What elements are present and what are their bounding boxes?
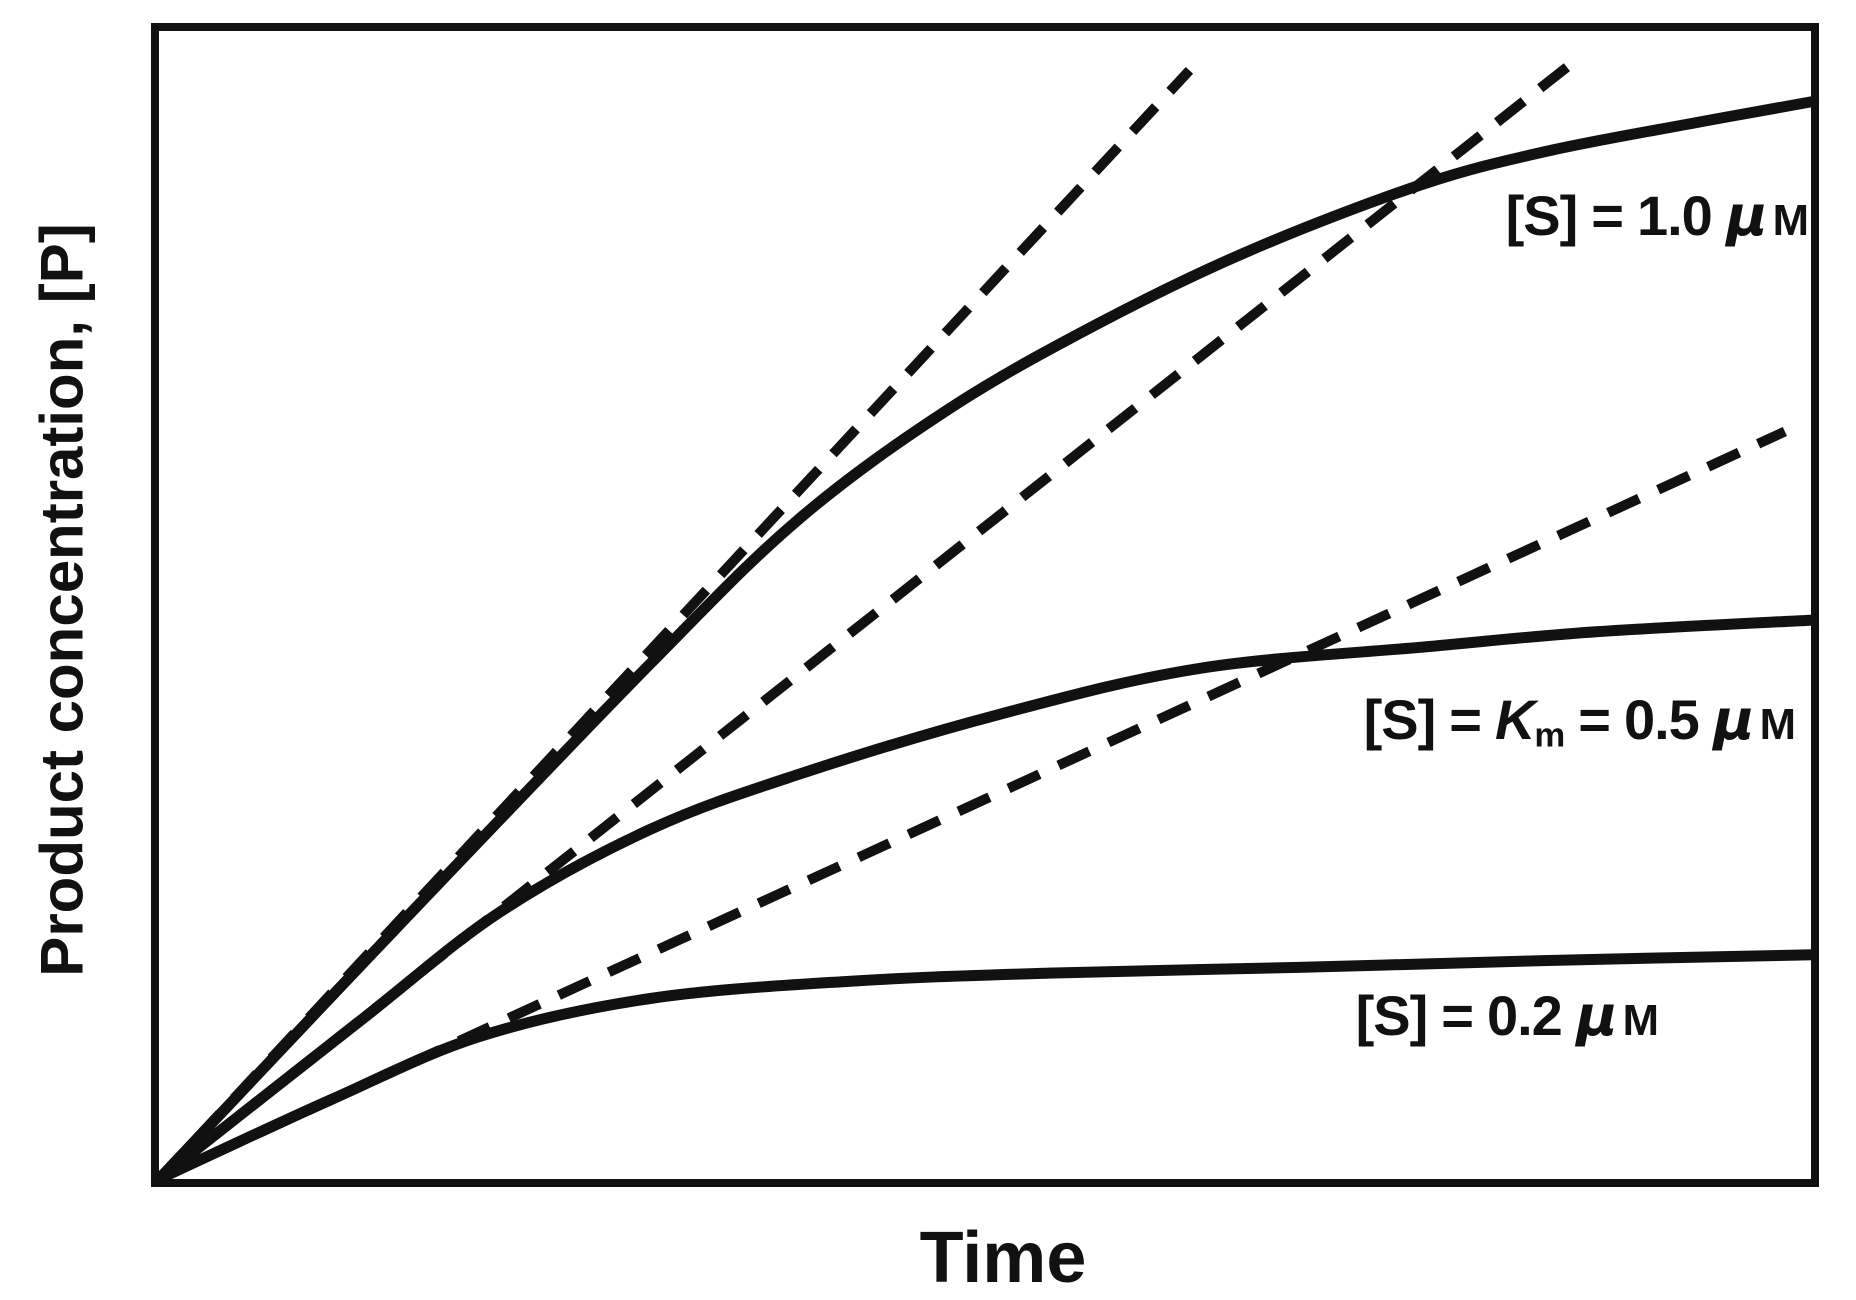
plot-frame [151,23,1819,1187]
y-axis-label: Product concentration, [P] [28,223,96,977]
tangent-line-5 [156,426,1787,1184]
progress-curve-1 [153,614,1819,1185]
tangent-line-3 [155,66,1194,1183]
x-axis-label: Time [919,1218,1087,1298]
progress-curve-2 [153,949,1819,1185]
tangent-line-4 [155,59,1575,1183]
